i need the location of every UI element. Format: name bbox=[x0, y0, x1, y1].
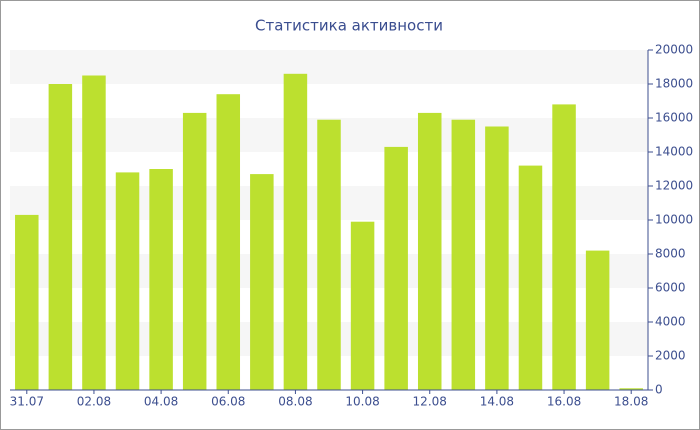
grid-band bbox=[10, 50, 648, 84]
x-tick-label: 06.08 bbox=[211, 395, 245, 409]
bar bbox=[149, 169, 173, 390]
x-tick-label: 31.07 bbox=[10, 395, 44, 409]
y-tick-label: 14000 bbox=[655, 145, 693, 159]
x-tick-label: 14.08 bbox=[480, 395, 514, 409]
y-tick-label: 10000 bbox=[655, 213, 693, 227]
bar bbox=[417, 112, 442, 391]
y-tick-label: 0 bbox=[655, 383, 663, 397]
bar bbox=[216, 94, 241, 390]
bar bbox=[317, 119, 341, 390]
y-tick-label: 4000 bbox=[655, 315, 686, 329]
x-tick-label: 16.08 bbox=[547, 395, 581, 409]
bar bbox=[82, 75, 106, 390]
bar bbox=[350, 221, 375, 390]
bar bbox=[451, 119, 476, 390]
bar bbox=[518, 165, 543, 390]
y-tick-label: 8000 bbox=[655, 247, 686, 261]
bar bbox=[552, 104, 576, 391]
x-tick-label: 10.08 bbox=[345, 395, 379, 409]
y-tick-label: 12000 bbox=[655, 179, 693, 193]
y-tick-label: 2000 bbox=[655, 349, 686, 363]
y-tick-label: 20000 bbox=[655, 43, 693, 57]
y-tick-label: 6000 bbox=[655, 281, 686, 295]
bar bbox=[15, 214, 39, 390]
y-tick-label: 18000 bbox=[655, 77, 693, 91]
x-tick-label: 08.08 bbox=[278, 395, 312, 409]
x-tick-label: 02.08 bbox=[77, 395, 111, 409]
bar bbox=[115, 172, 140, 390]
x-tick-label: 12.08 bbox=[413, 395, 447, 409]
bar bbox=[182, 112, 207, 391]
bar bbox=[48, 84, 73, 390]
bar bbox=[585, 250, 610, 390]
x-tick-label: 18.08 bbox=[614, 395, 648, 409]
bar bbox=[250, 174, 274, 390]
chart-title: Статистика активности bbox=[255, 17, 443, 35]
bar bbox=[384, 146, 408, 390]
bar bbox=[619, 388, 643, 390]
x-tick-label: 04.08 bbox=[144, 395, 178, 409]
bar bbox=[283, 73, 308, 391]
y-tick-label: 16000 bbox=[655, 111, 693, 125]
bar bbox=[485, 126, 509, 390]
